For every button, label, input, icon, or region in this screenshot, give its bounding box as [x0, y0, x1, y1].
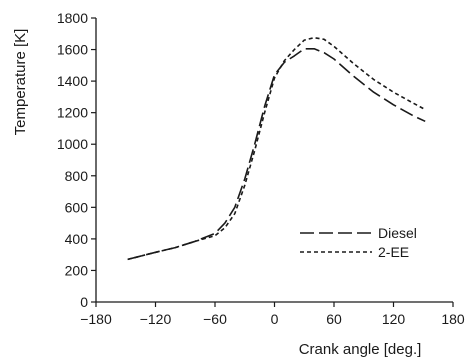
- legend: Diesel 2-EE: [300, 225, 417, 260]
- y-tick-label: 800: [65, 168, 89, 184]
- x-tick-label: 120: [382, 311, 406, 327]
- x-axis-label: Crank angle [deg.]: [299, 341, 422, 358]
- y-axis-label: Temperature [K]: [12, 29, 29, 136]
- x-tick-label: −120: [140, 311, 172, 327]
- y-tick-label: 400: [65, 231, 89, 247]
- y-tick-label: 0: [80, 294, 88, 310]
- x-tick-label: 180: [441, 311, 465, 327]
- y-tick-label: 1400: [57, 73, 88, 89]
- y-tick-label: 1000: [57, 136, 88, 152]
- x-tick-label: 60: [326, 311, 342, 327]
- series-line-2-ee: [127, 36, 426, 261]
- legend-label: Diesel: [378, 225, 417, 241]
- y-tick-label: 200: [65, 262, 89, 278]
- series-layer: [127, 36, 426, 261]
- y-tick-label: 600: [65, 199, 89, 215]
- x-tick-label: 0: [271, 311, 279, 327]
- y-tick-label: 1800: [57, 10, 88, 26]
- x-tick-label: −180: [80, 311, 112, 327]
- y-tick-label: 1600: [57, 42, 88, 58]
- x-tick-label: −60: [203, 311, 227, 327]
- y-tick-label: 1200: [57, 105, 88, 121]
- legend-label: 2-EE: [378, 244, 409, 260]
- series-line-diesel: [127, 48, 426, 261]
